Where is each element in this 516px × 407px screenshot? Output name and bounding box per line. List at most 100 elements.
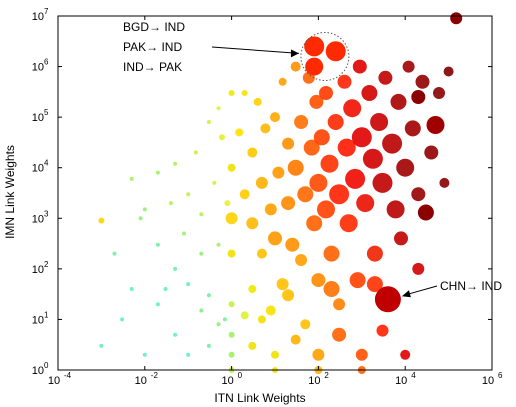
x-tick-label: 10 (308, 375, 320, 387)
data-point (276, 278, 289, 291)
data-point (248, 285, 257, 293)
y-tick-exponent: 0 (44, 361, 49, 370)
x-tick-label: 10 (482, 375, 494, 387)
y-tick-label: 10 (32, 62, 44, 74)
data-point (271, 350, 279, 359)
data-point (366, 245, 383, 262)
data-point (332, 327, 347, 342)
data-point (235, 128, 244, 137)
data-point (240, 311, 249, 320)
y-tick-exponent: 5 (44, 108, 49, 117)
data-point (216, 242, 221, 247)
data-point (142, 352, 147, 357)
y-tick-label: 10 (32, 213, 44, 225)
data-point (142, 207, 147, 212)
annotation-label: PAK→ IND (123, 40, 182, 54)
data-point (349, 272, 366, 289)
y-tick-exponent: 7 (44, 7, 49, 16)
data-point (129, 176, 134, 181)
data-point (173, 266, 178, 271)
data-point (366, 276, 383, 293)
data-point (285, 237, 300, 252)
data-point (362, 148, 383, 169)
data-point (290, 61, 301, 72)
data-point (443, 66, 454, 77)
highlighted-point (325, 41, 346, 62)
data-point (219, 134, 225, 141)
data-point (239, 189, 250, 200)
highlight-ring (300, 32, 350, 81)
annotation-arrowhead (290, 49, 299, 58)
y-tick-label: 10 (32, 365, 44, 377)
annotation-label: IND→ PAK (123, 60, 182, 74)
data-point (402, 60, 415, 73)
data-point (303, 139, 320, 156)
x-tick-exponent: 4 (411, 371, 416, 380)
data-point (345, 168, 366, 189)
annotation-label: BGD→ IND (123, 20, 185, 34)
data-point (206, 293, 211, 298)
data-point (323, 245, 340, 262)
x-tick-label: 10 (221, 375, 233, 387)
y-tick-exponent: 6 (44, 58, 49, 67)
y-tick-exponent: 4 (44, 159, 49, 168)
data-point (376, 324, 389, 337)
data-point (433, 87, 445, 99)
y-tick-label: 10 (32, 314, 44, 326)
data-point (120, 317, 125, 322)
y-axis-label: IMN Link Weights (3, 145, 17, 239)
data-point (278, 77, 287, 86)
plot-frame (57, 15, 493, 371)
data-point (337, 138, 356, 157)
data-point (386, 200, 405, 219)
data-point (228, 301, 235, 308)
data-point (415, 74, 430, 89)
data-point (227, 163, 236, 172)
data-point (264, 203, 277, 216)
data-point (356, 194, 375, 213)
data-point (173, 332, 178, 337)
highlighted-point (450, 12, 463, 25)
data-point (206, 120, 211, 124)
data-point (390, 93, 407, 110)
data-point (265, 305, 276, 316)
data-point (256, 248, 267, 259)
data-point (241, 90, 248, 96)
data-point (212, 180, 217, 185)
data-point (186, 192, 191, 197)
data-point (339, 214, 358, 233)
data-point (268, 231, 282, 246)
data-point (199, 308, 204, 313)
data-point (129, 287, 134, 291)
data-point (257, 315, 266, 324)
data-point (163, 287, 168, 291)
data-point (99, 343, 104, 348)
data-point (329, 184, 350, 205)
data-point (199, 212, 204, 217)
x-tick-label: 10 (48, 375, 60, 387)
data-point (216, 106, 221, 111)
annotation-arrow (211, 46, 299, 54)
data-point (255, 176, 268, 189)
data-point (370, 113, 389, 131)
data-point (228, 90, 235, 96)
data-point (327, 114, 344, 130)
y-tick-label: 10 (32, 264, 44, 276)
x-tick-exponent: 2 (324, 371, 329, 380)
data-point (247, 147, 258, 158)
highlighted-point (411, 90, 426, 104)
data-point (225, 212, 238, 225)
data-point (155, 170, 160, 175)
data-point (228, 331, 235, 338)
data-point (138, 216, 143, 221)
data-point (311, 273, 326, 288)
data-point (352, 59, 367, 74)
highlighted-point (426, 116, 445, 134)
data-point (260, 123, 271, 134)
data-point (248, 341, 257, 350)
data-point (186, 352, 191, 357)
data-point (281, 196, 296, 211)
data-point (294, 115, 309, 129)
data-point (186, 282, 191, 287)
data-point (272, 166, 285, 179)
